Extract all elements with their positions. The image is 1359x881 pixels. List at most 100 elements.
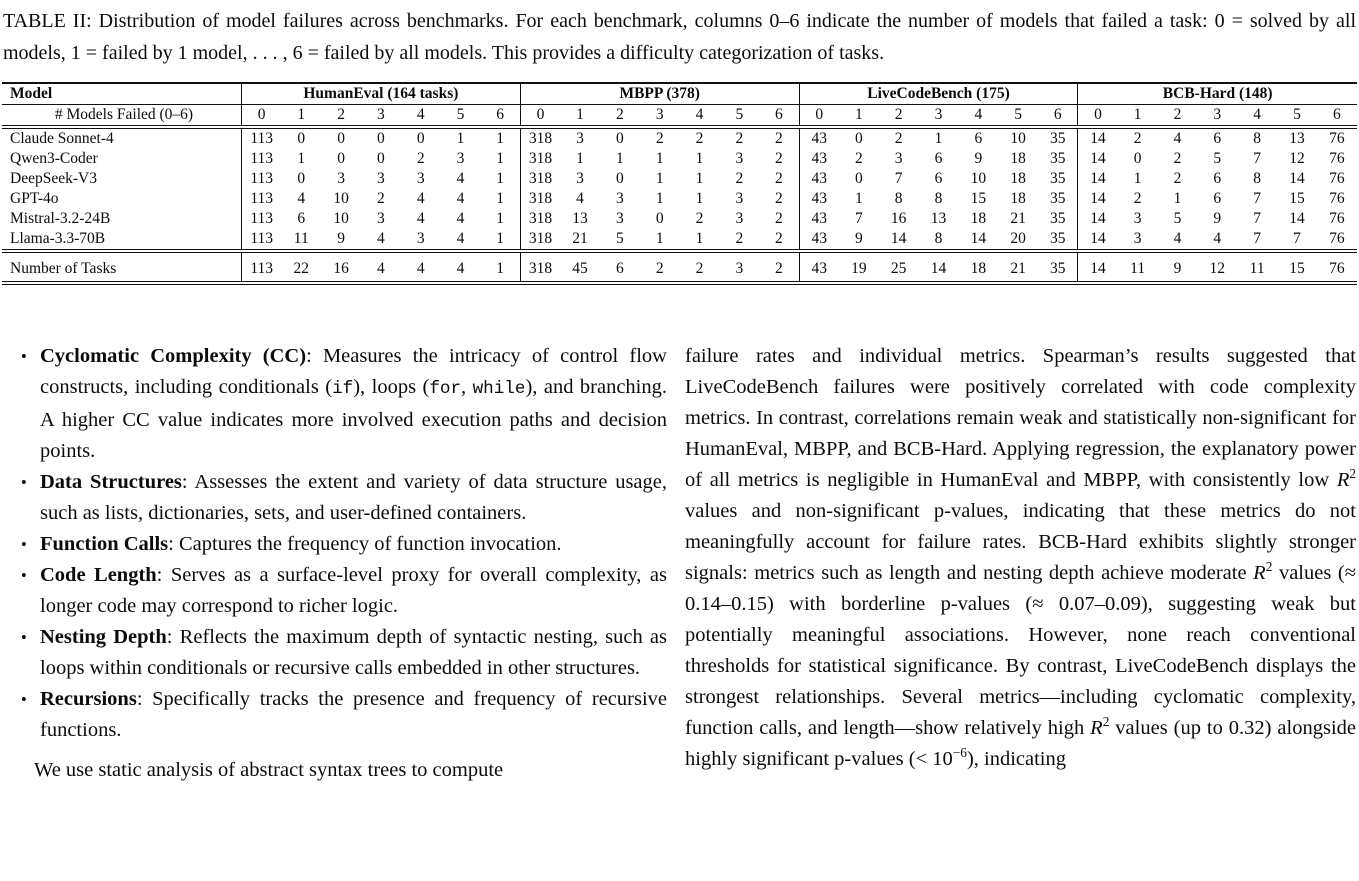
- cell: 2: [775, 150, 783, 167]
- cell: 13: [1289, 130, 1305, 147]
- cell: 43: [798, 127, 839, 149]
- cell: 1: [496, 170, 504, 187]
- text-segment: Nesting Depth: [40, 626, 167, 648]
- footer-cell: 318: [519, 251, 561, 283]
- cell: 14: [890, 230, 907, 247]
- cell: 76: [1329, 210, 1345, 227]
- failure-count-column: 6: [1333, 106, 1341, 123]
- cell: 1: [297, 150, 306, 167]
- footer-cell: 21: [1010, 260, 1026, 277]
- cell: 43: [798, 149, 839, 169]
- table-row: Mistral-3.2-24B 113 6 10 3 4 4 1 318 13 3 0 2 3 2 43 7 16…: [2, 209, 1357, 229]
- cell: 7: [1253, 190, 1261, 207]
- text-segment: −6: [952, 745, 967, 761]
- cell: 6: [1213, 170, 1222, 187]
- cell: 35: [1049, 130, 1066, 147]
- table-row: Llama-3.3-70B 113 11 9 4 3 4 1 318 21 5 1 1 2 2 43 9 14 8 1…: [2, 229, 1357, 251]
- cell: 1: [655, 190, 664, 207]
- table-row: Qwen3-Coder 113 1 0 0 2 3 1 318 1 1 1 1 3 2 43 2 3 6 9 18 35 1…: [2, 149, 1357, 169]
- model-name: DeepSeek-V3: [10, 170, 97, 187]
- failure-distribution-table: Model HumanEval (164 tasks) MBPP (378) L…: [2, 82, 1357, 285]
- cell: 3: [1133, 210, 1142, 227]
- failure-count-column: 1: [854, 106, 863, 123]
- cell: 7: [1253, 210, 1261, 227]
- group-header-bcb-hard: BCB-Hard (148): [1077, 83, 1357, 105]
- cell: 0: [337, 130, 345, 147]
- cell: 2: [775, 190, 783, 207]
- cell: 43: [798, 229, 839, 251]
- failure-count-column: 0: [241, 104, 282, 127]
- failure-count-column: 2: [615, 106, 624, 123]
- failure-count-column: 2: [337, 106, 345, 123]
- failure-count-column: 3: [1213, 106, 1222, 123]
- cell: 1: [496, 130, 504, 147]
- cell: 8: [1253, 170, 1261, 187]
- cell: 0: [297, 130, 306, 147]
- text-segment: for: [429, 379, 462, 399]
- text-segment: values and non-significant p-values, ind…: [685, 500, 1356, 584]
- failure-count-column: 1: [1133, 106, 1142, 123]
- cell: 1: [655, 170, 664, 187]
- cell: 1: [655, 150, 664, 167]
- cell: 2: [775, 170, 783, 187]
- model-name: GPT-4o: [10, 190, 59, 207]
- footer-cell: 3: [735, 260, 744, 277]
- cell: 1: [695, 170, 704, 187]
- table-caption: TABLE II: Distribution of model failures…: [3, 10, 1356, 64]
- cell: 76: [1329, 170, 1345, 187]
- cell: 1: [695, 190, 704, 207]
- cell: 0: [297, 170, 306, 187]
- cell: 3: [1133, 230, 1142, 247]
- failure-count-column: 5: [1293, 106, 1301, 123]
- footer-cell: 22: [293, 260, 309, 277]
- cell: 3: [576, 130, 584, 147]
- cell: 2: [735, 230, 744, 247]
- group-header-livecodebench: LiveCodeBench (175): [798, 83, 1078, 105]
- cell: 18: [1010, 170, 1026, 187]
- cell: 18: [970, 210, 987, 227]
- cell: 6: [1213, 130, 1222, 147]
- cell: 113: [241, 149, 282, 169]
- cell: 318: [519, 209, 561, 229]
- cell: 10: [970, 170, 987, 187]
- footer-cell: 14: [930, 260, 947, 277]
- cell: 2: [416, 150, 425, 167]
- cell: 8: [894, 190, 903, 207]
- text-segment: R: [1090, 717, 1103, 739]
- failure-count-column: 4: [695, 106, 704, 123]
- cell: 12: [1289, 150, 1305, 167]
- text-segment: R: [1253, 562, 1266, 584]
- cell: 9: [1213, 210, 1222, 227]
- text-segment: : Specifically tracks the presence and f…: [40, 688, 667, 741]
- footer-cell: 14: [1077, 251, 1118, 283]
- group-header-row: Model HumanEval (164 tasks) MBPP (378) L…: [2, 83, 1357, 105]
- cell: 8: [934, 190, 943, 207]
- cell: 10: [333, 190, 349, 207]
- cell: 113: [241, 229, 282, 251]
- cell: 2: [1173, 150, 1182, 167]
- cell: 18: [1010, 150, 1026, 167]
- cell: 1: [496, 230, 504, 247]
- text-segment: Recursions: [40, 688, 137, 710]
- failure-count-column: 4: [416, 106, 425, 123]
- footer-cell: 2: [695, 260, 704, 277]
- cell: 4: [377, 230, 385, 247]
- cell: 3: [377, 210, 385, 227]
- text-segment: Data Structures: [40, 471, 182, 493]
- text-segment: 2: [1265, 559, 1273, 575]
- cell: 76: [1329, 150, 1345, 167]
- bullet-item: Data Structures: Assesses the extent and…: [12, 467, 667, 529]
- text-segment: : Captures the frequency of function inv…: [168, 533, 562, 555]
- cell: 1: [695, 150, 704, 167]
- cell: 0: [615, 130, 624, 147]
- cell: 113: [241, 189, 282, 209]
- failure-count-column: 3: [655, 106, 664, 123]
- cell: 2: [894, 130, 903, 147]
- cell: 1: [496, 210, 504, 227]
- cell: 5: [615, 230, 624, 247]
- cell: 0: [377, 150, 385, 167]
- cell: 4: [456, 210, 465, 227]
- cell: 1: [456, 130, 465, 147]
- cell: 3: [456, 150, 465, 167]
- cell: 6: [297, 210, 306, 227]
